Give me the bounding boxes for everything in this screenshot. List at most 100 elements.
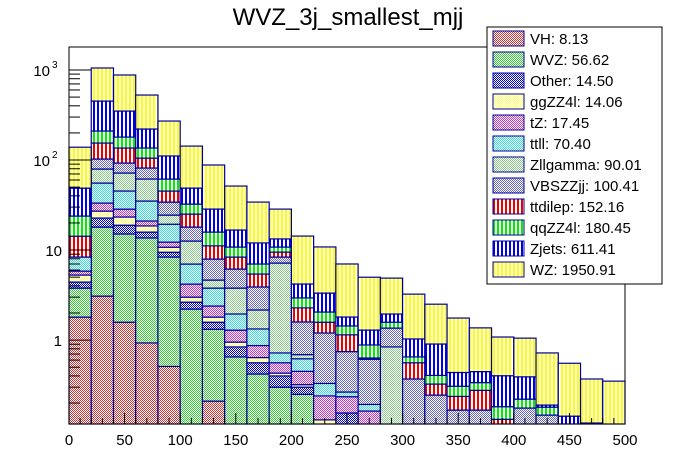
bar-ttll-bin-7 (224, 313, 248, 331)
y-tick-label: 10 (45, 243, 62, 260)
bar-qqzz4l-bin-17 (446, 385, 470, 397)
legend-label-ttll: ttll: 70.40 (530, 136, 591, 153)
bar-vbszzjj-bin-4 (157, 201, 181, 216)
legend-label-zllgamma: Zllgamma: 90.01 (530, 157, 642, 174)
bar-vbszzjj-bin-11 (313, 332, 337, 385)
bar-wz-bin-15 (402, 293, 426, 340)
bar-vbszzjj-bin-1 (90, 158, 115, 170)
bar-wz-bin-19 (490, 336, 515, 377)
bar-wz-bin-13 (357, 276, 381, 331)
legend: VH: 8.13 WVZ: 56.62 Other: 14.50 ggZZ4l: 14… (486, 26, 663, 285)
x-tick-label: 450 (557, 432, 582, 449)
bar-ttdilep-bin-1 (90, 142, 115, 160)
bar-ttdilep-bin-15 (402, 362, 426, 380)
bar-wz-bin-23 (579, 378, 604, 424)
bar-zjets-bin-1 (90, 100, 115, 132)
bar-wz-bin-3 (135, 94, 159, 130)
bar-ttdilep-bin-4 (157, 190, 181, 203)
bar-qqzz4l-bin-11 (313, 311, 337, 323)
legend-swatch-zjets (492, 240, 525, 257)
bar-vbszzjj-bin-12 (335, 351, 359, 393)
bar-wz-bin-4 (157, 120, 181, 157)
bar-ttdilep-bin-8 (246, 273, 270, 288)
bar-wz-bin-24 (602, 380, 626, 425)
bar-zjets-bin-8 (246, 242, 270, 265)
bar-zjets-bin-19 (490, 375, 515, 408)
chart-title: WVZ_3j_smallest_mjj (233, 4, 464, 31)
bar-vbszzjj-bin-10 (290, 321, 315, 356)
bar-ggzz4l-bin-1 (90, 210, 115, 219)
bar-qqzz4l-bin-8 (246, 263, 270, 275)
bar-tz-bin-3 (135, 220, 159, 227)
x-tick-label: 350 (446, 432, 471, 449)
bar-tz-bin-2 (112, 208, 137, 218)
bar-wvz-bin-4 (157, 256, 181, 368)
bar-zjets-bin-6 (201, 208, 226, 233)
legend-swatch-wz (492, 261, 525, 278)
bar-wvz-bin-6 (201, 328, 226, 402)
bar-other-bin-1 (90, 217, 115, 228)
bar-ggzz4l-bin-3 (135, 225, 159, 233)
bar-ggzz4l-bin-2 (112, 216, 137, 226)
bar-other-bin-2 (112, 224, 137, 235)
bar-zllgamma-bin-6 (201, 279, 226, 289)
bar-qqzz4l-bin-15 (402, 356, 426, 364)
legend-label-wvz: WVZ: 56.62 (530, 52, 609, 69)
bar-wvz-bin-5 (179, 308, 204, 425)
bar-tz-bin-8 (246, 344, 270, 359)
bar-other-bin-8 (246, 362, 270, 375)
bar-other-bin-9 (268, 375, 293, 388)
bar-qqzz4l-bin-14 (379, 321, 404, 329)
bar-wz-bin-20 (513, 337, 537, 378)
bar-ttll-bin-9 (268, 352, 293, 364)
bar-tz-bin-1 (90, 202, 115, 212)
bar-zllgamma-bin-4 (157, 214, 181, 225)
bar-vbszzjj-bin-8 (246, 286, 270, 311)
bar-ggzz4l-bin-6 (201, 316, 226, 323)
bar-ggzz4l-bin-0 (68, 274, 92, 283)
bar-vh-bin-1 (90, 295, 115, 425)
bar-ggzz4l-bin-4 (157, 246, 181, 253)
bar-zjets-bin-7 (224, 229, 248, 248)
bar-qqzz4l-bin-12 (335, 325, 359, 336)
bar-wvz-bin-8 (246, 373, 270, 425)
bar-vbszzjj-bin-2 (112, 162, 137, 174)
bar-qqzz4l-bin-6 (201, 231, 226, 247)
bar-zllgamma-bin-1 (90, 168, 115, 184)
bar-zjets-bin-11 (313, 292, 337, 313)
legend-swatch-wvz (492, 51, 525, 68)
legend-label-qqzz4l: qqZZ4l: 180.45 (530, 220, 631, 237)
bar-ttll-bin-6 (201, 287, 226, 307)
legend-label-ttdilep: ttdilep: 152.16 (530, 199, 624, 216)
bar-other-bin-3 (135, 231, 159, 239)
bar-ttdilep-bin-16 (424, 383, 448, 396)
bar-zllgamma-bin-7 (224, 287, 248, 315)
y-tick-label: 10 (33, 63, 50, 80)
legend-label-vh: VH: 8.13 (530, 31, 588, 48)
bar-vbszzjj-bin-9 (268, 256, 293, 264)
bar-zjets-bin-0 (68, 187, 92, 217)
bar-zjets-bin-4 (157, 155, 181, 180)
bar-ttll-bin-1 (90, 182, 115, 204)
bar-ttdilep-bin-17 (446, 395, 470, 411)
bar-vbszzjj-bin-7 (224, 268, 248, 289)
bar-wz-bin-6 (201, 164, 226, 210)
bar-ttdilep-bin-2 (112, 147, 137, 164)
bar-qqzz4l-bin-7 (224, 246, 248, 258)
bar-qqzz4l-bin-1 (90, 130, 115, 144)
bar-zllgamma-bin-8 (246, 309, 270, 330)
legend-swatch-tz (492, 114, 525, 131)
bar-qqzz4l-bin-5 (179, 203, 204, 215)
bar-qqzz4l-bin-9 (268, 246, 293, 253)
bar-wz-bin-22 (557, 362, 582, 417)
bar-tz-bin-9 (268, 362, 293, 374)
bar-wz-bin-8 (246, 201, 270, 244)
x-axis: 0 50 100 150 200 250 300 350 400 450 500 (65, 413, 638, 449)
bar-vbszzjj-bin-5 (179, 226, 204, 242)
bar-tz-bin-6 (201, 305, 226, 318)
bar-qqzz4l-bin-0 (68, 215, 92, 237)
bar-vbszzjj-bin-14 (379, 327, 404, 348)
bar-ttdilep-bin-12 (335, 334, 359, 353)
y-tick-label: 1 (54, 333, 62, 350)
